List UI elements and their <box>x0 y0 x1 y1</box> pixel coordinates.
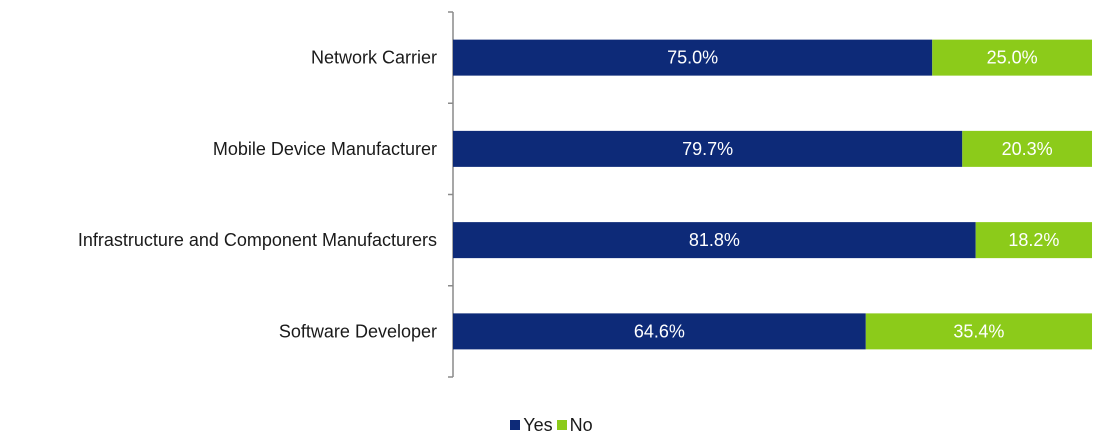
data-label-yes: 79.7% <box>682 139 733 159</box>
bar-no <box>975 222 1092 259</box>
legend-item-no: No <box>556 415 593 435</box>
bar-no <box>932 39 1092 76</box>
data-label-yes: 64.6% <box>634 321 685 341</box>
chart-legend: Yes No <box>0 415 1103 435</box>
category-label: Network Carrier <box>311 48 437 68</box>
bar-yes <box>453 313 866 350</box>
bar-yes <box>453 39 933 76</box>
category-label: Software Developer <box>279 321 437 341</box>
data-label-no: 25.0% <box>987 48 1038 68</box>
data-label-no: 20.3% <box>1002 139 1053 159</box>
bar-no <box>865 313 1092 350</box>
legend-label-yes: Yes <box>523 415 553 435</box>
data-label-yes: 75.0% <box>667 48 718 68</box>
data-label-no: 18.2% <box>1008 230 1059 250</box>
legend-label-no: No <box>569 415 593 435</box>
data-label-yes: 81.8% <box>689 230 740 250</box>
data-label-no: 35.4% <box>953 321 1004 341</box>
bar-yes <box>453 222 976 259</box>
bar-yes <box>453 130 963 167</box>
bar-no <box>962 130 1092 167</box>
legend-swatch-yes <box>510 420 521 430</box>
legend-swatch-no <box>556 420 567 430</box>
category-label: Mobile Device Manufacturer <box>213 139 437 159</box>
legend-item-yes: Yes <box>510 415 553 435</box>
category-label: Infrastructure and Component Manufacture… <box>78 230 437 250</box>
